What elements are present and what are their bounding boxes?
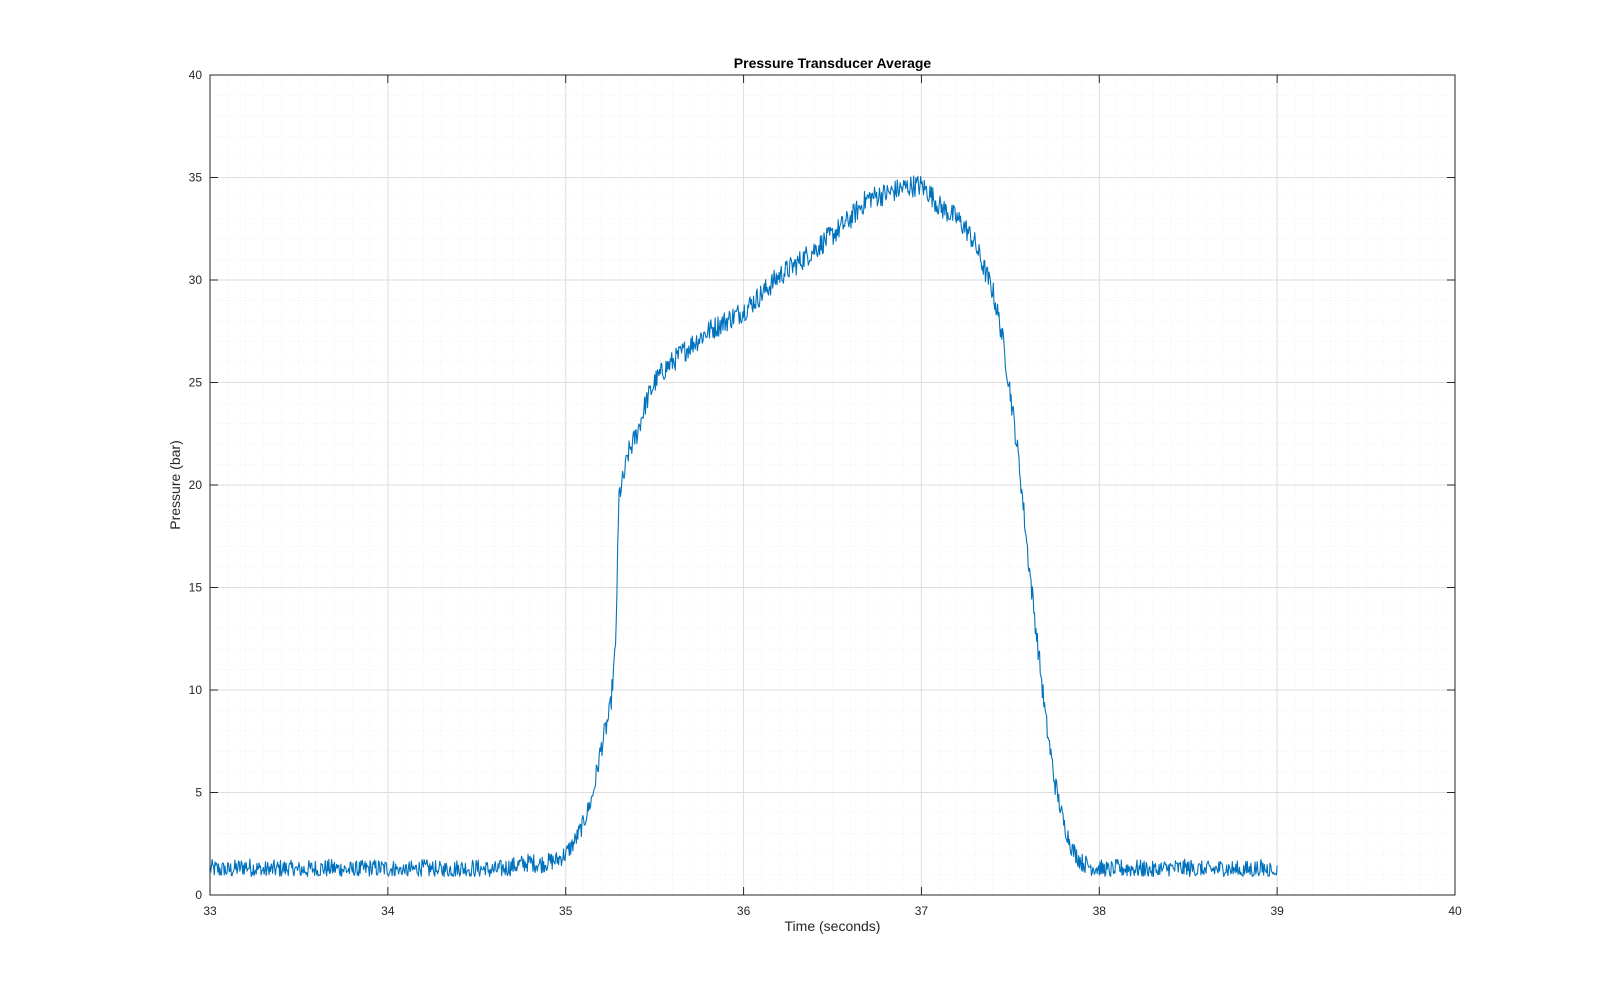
- y-tick-label: 25: [189, 376, 203, 390]
- tick-labels: 33 34 35 36 37 38 39 40 0 5 10 15 20 25 30 35 40: [189, 68, 1462, 918]
- x-tick-label: 34: [381, 904, 395, 918]
- x-tick-label: 40: [1448, 904, 1462, 918]
- x-tick-label: 37: [915, 904, 929, 918]
- y-tick-label: 15: [189, 581, 203, 595]
- y-axis-label: Pressure (bar): [167, 440, 183, 529]
- x-axis-label: Time (seconds): [785, 918, 881, 934]
- series-line-pressure: [209, 175, 1278, 878]
- x-tick-label: 39: [1270, 904, 1284, 918]
- y-tick-label: 35: [189, 171, 203, 185]
- chart-title: Pressure Transducer Average: [734, 55, 932, 71]
- y-tick-label: 5: [195, 786, 202, 800]
- y-tick-label: 10: [189, 683, 203, 697]
- y-tick-label: 40: [189, 68, 203, 82]
- x-tick-label: 35: [559, 904, 573, 918]
- x-tick-label: 36: [737, 904, 751, 918]
- x-tick-label: 38: [1093, 904, 1107, 918]
- y-tick-label: 0: [195, 888, 202, 902]
- y-tick-label: 30: [189, 273, 203, 287]
- x-tick-label: 33: [203, 904, 217, 918]
- y-tick-label: 20: [189, 478, 203, 492]
- data-layer: [209, 175, 1278, 878]
- ticks: [209, 74, 1456, 896]
